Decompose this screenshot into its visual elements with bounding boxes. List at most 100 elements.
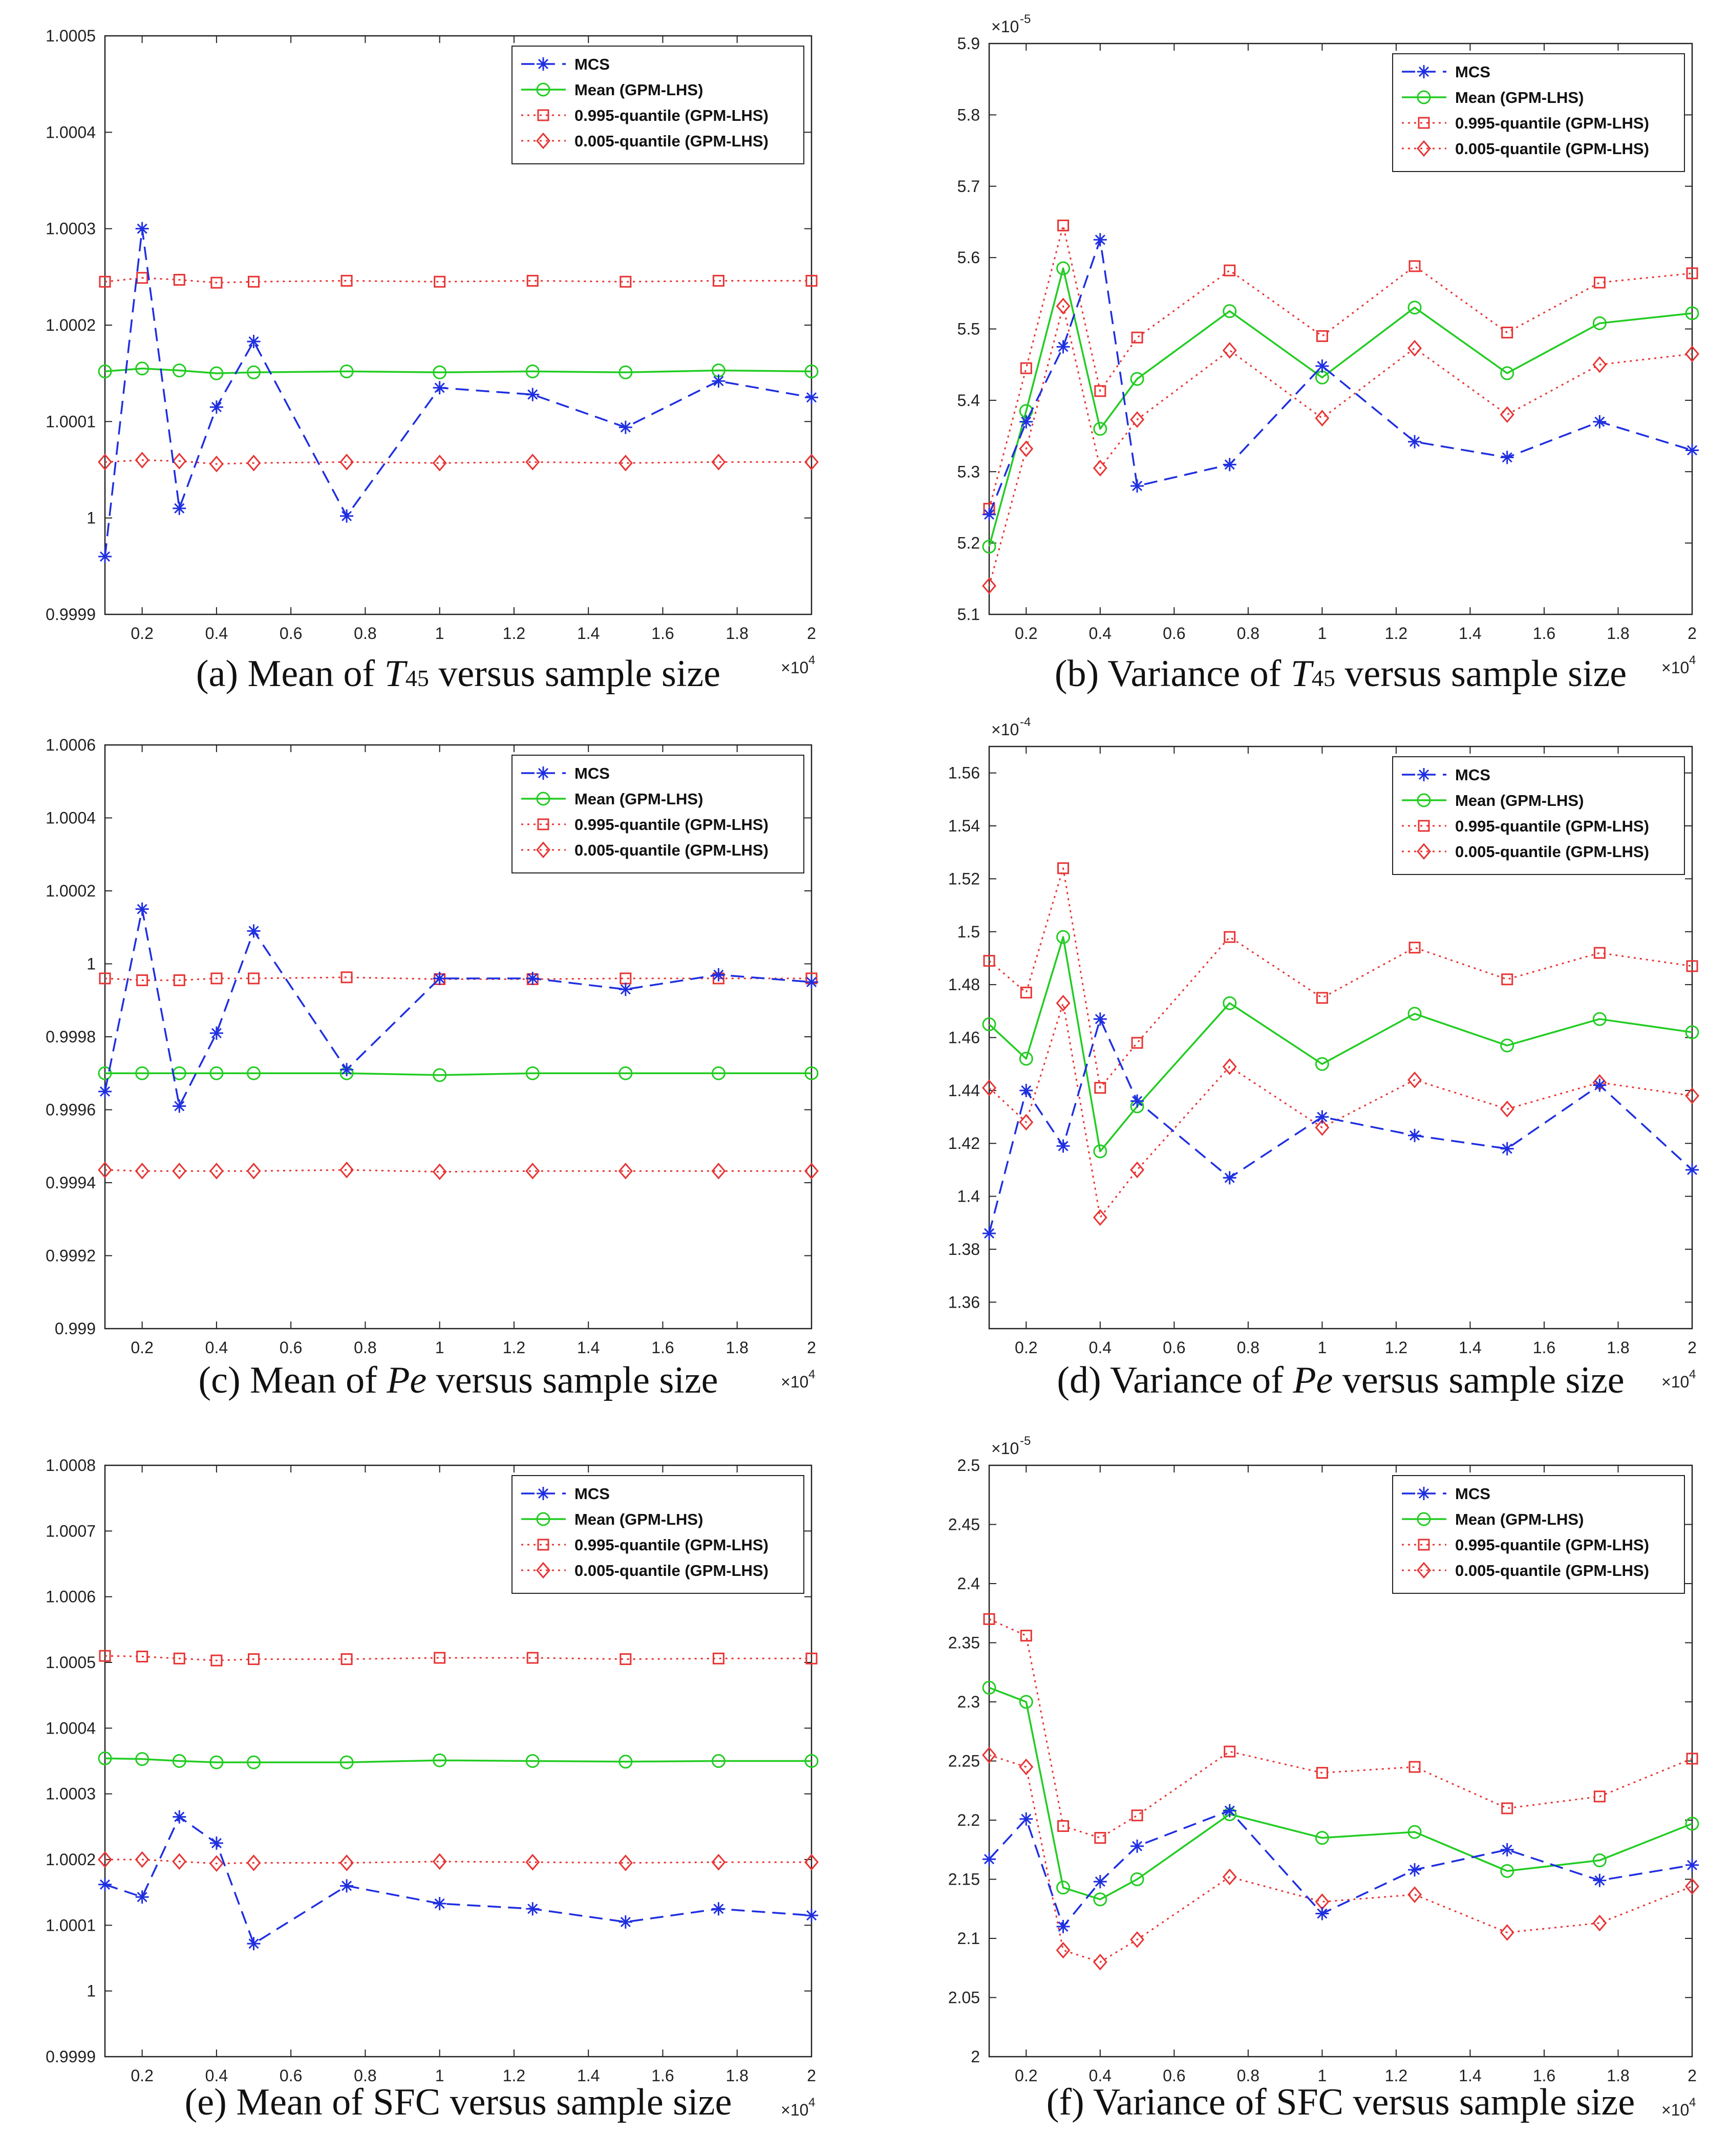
data-point [247, 1755, 261, 1769]
x-tick-label: 0.6 [280, 2066, 302, 2085]
x-exponent: ×10 [781, 1373, 808, 1391]
y-tick-label: 1.0007 [46, 1522, 96, 1540]
chart-panel-b: 0.2 0.4 0.6 0.8 1 1.2 1.4 1.6 1.8 2×10 45.15.25.35… [957, 12, 1699, 695]
data-point [1131, 331, 1143, 344]
data-point [1057, 219, 1070, 231]
data-point [1407, 1007, 1422, 1021]
data-point [536, 1562, 550, 1579]
y-tick-label: 0.9994 [46, 1173, 96, 1192]
series-q995 [983, 862, 1698, 1094]
data-point [246, 1162, 261, 1180]
figure-caption: (f) Variance of SFC versus sample size [1047, 2081, 1635, 2123]
series-mcs [98, 222, 818, 563]
y-tick-label: 1.0004 [46, 123, 96, 141]
legend-box [1392, 1475, 1685, 1594]
data-point [339, 364, 354, 378]
data-point [983, 507, 996, 521]
data-point [98, 1851, 112, 1868]
y-tick-label: 1.0003 [46, 220, 96, 238]
data-point [1417, 1487, 1431, 1500]
data-point [1056, 1941, 1071, 1959]
y-tick-label: 1.0006 [46, 1588, 96, 1606]
data-point [1685, 443, 1699, 457]
legend-label: 0.995-quantile (GPM-LHS) [1455, 114, 1649, 132]
series-q005 [982, 1746, 1699, 1971]
x-tick-label: 2 [807, 2066, 816, 2085]
series-q995 [983, 1613, 1698, 1844]
legend-box [511, 755, 804, 873]
series-line [988, 936, 1693, 1152]
x-tick-label: 0.2 [131, 624, 153, 643]
data-point [98, 364, 112, 378]
data-point [1408, 1761, 1421, 1773]
data-point [711, 1066, 725, 1080]
data-point [339, 1161, 354, 1179]
y-tick-label: 1 [87, 955, 96, 973]
x-tick-label: 0.4 [1089, 624, 1112, 643]
y-tick-label: 1.0005 [46, 1653, 96, 1672]
data-point [135, 1752, 150, 1766]
data-point [1130, 1161, 1145, 1179]
y-tick-label: 2 [971, 2047, 980, 2066]
data-point [1500, 366, 1514, 380]
data-point [1592, 1914, 1607, 1932]
data-point [1592, 356, 1607, 373]
data-point [1407, 1071, 1422, 1088]
data-point [1224, 1745, 1236, 1758]
series-mcs [98, 902, 818, 1113]
data-point [536, 792, 550, 806]
data-point [1315, 359, 1329, 373]
data-point [536, 841, 550, 859]
data-point [1316, 1767, 1328, 1779]
x-tick-label: 0.8 [354, 1338, 376, 1357]
figure-caption: (d) Variance of Pe versus sample size [1057, 1359, 1624, 1401]
data-point [1224, 264, 1236, 276]
y-tick-label: 1.36 [948, 1293, 980, 1311]
y-tick-label: 1.0002 [46, 316, 96, 334]
data-point [135, 1162, 150, 1180]
legend-box [1392, 53, 1685, 172]
x-tick-label: 1.6 [651, 624, 674, 643]
data-point [618, 455, 633, 472]
data-point [1057, 862, 1070, 874]
figure-caption: (b) Variance of T45 versus sample size [1055, 653, 1627, 695]
x-tick-label: 2 [1688, 624, 1697, 643]
legend-label: 0.995-quantile (GPM-LHS) [1455, 1536, 1649, 1554]
data-point [1222, 342, 1237, 359]
chart-panel-a: 0.2 0.4 0.6 0.8 1 1.2 1.4 1.6 1.8 2 ×10 4 0.9999 1 1.0… [46, 27, 819, 695]
data-point [1592, 316, 1607, 330]
data-point [711, 1162, 726, 1180]
data-point [1130, 411, 1145, 428]
data-point [99, 1650, 111, 1662]
y-tick-label: 1.48 [948, 975, 980, 994]
data-point [804, 1162, 819, 1180]
y-tick-label: 0.9998 [46, 1028, 96, 1046]
data-point [98, 550, 112, 563]
data-point [1020, 1630, 1032, 1642]
series-line [989, 867, 1693, 1089]
data-point [1417, 90, 1431, 104]
data-point [1500, 1843, 1514, 1856]
data-point [1500, 1100, 1514, 1118]
data-point [434, 275, 446, 288]
data-point [210, 1654, 223, 1667]
legend-label: Mean (GPM-LHS) [574, 1510, 703, 1528]
data-point [712, 1902, 725, 1916]
data-point [1019, 1083, 1033, 1097]
y-tick-label: 2.1 [957, 1929, 980, 1948]
series-q005 [98, 1851, 819, 1872]
data-point [804, 1066, 819, 1080]
data-point [620, 275, 632, 288]
series-line [988, 267, 1693, 547]
data-point [1019, 1052, 1033, 1066]
x-tick-label: 1.6 [651, 1338, 674, 1357]
x-tick-label: 1 [435, 624, 444, 643]
data-point [433, 1753, 447, 1767]
y-exponent: ×10 [991, 17, 1019, 36]
data-point [1019, 1812, 1033, 1826]
data-point [209, 1066, 224, 1080]
y-tick-label: 1.52 [948, 869, 980, 888]
series-line [105, 1859, 812, 1865]
x-tick-label: 2 [807, 624, 816, 643]
data-point [537, 1539, 549, 1551]
